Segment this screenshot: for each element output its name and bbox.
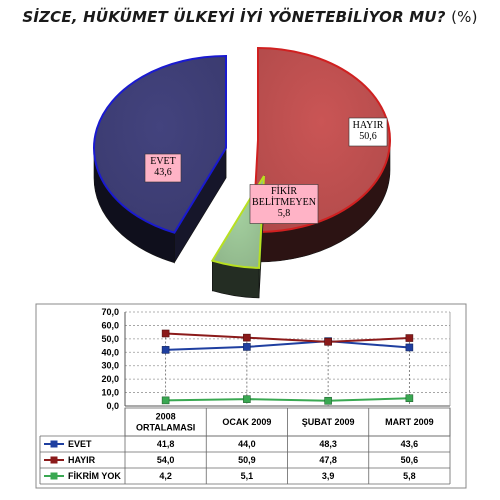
title-unit: (%): [451, 8, 478, 26]
y-tick-label-5: 50,0: [101, 334, 119, 344]
title-text: SİZCE, HÜKÜMET ÜLKEYİ İYİ YÖNETEBİLİYOR …: [22, 8, 446, 26]
table-cell-0-0: 41,8: [157, 439, 175, 449]
y-tick-label-1: 10,0: [101, 388, 119, 398]
pie-label-hayir-value: 50,6: [359, 131, 377, 142]
series-2-point-2: [324, 396, 332, 405]
pie-label-evet-value: 43,6: [154, 167, 172, 178]
table-cell-2-2: 3,9: [322, 471, 335, 481]
series-line-0: [165, 340, 410, 351]
table-cell-2-0: 4,2: [159, 471, 172, 481]
table-cell-1-3: 50,6: [401, 455, 419, 465]
table-cell-1-0: 54,0: [157, 455, 175, 465]
pie-label-fikir-name-1: FİKİR: [271, 185, 297, 197]
series-0-point-3: [405, 343, 414, 352]
chart-title: SİZCE, HÜKÜMET ÜLKEYİ İYİ YÖNETEBİLİYOR …: [0, 8, 500, 26]
category-label-1-0: OCAK 2009: [222, 417, 271, 427]
y-tick-label-7: 70,0: [101, 307, 119, 317]
pie-label-fikir-value: 5,8: [278, 208, 291, 219]
legend-marker-1: [50, 456, 58, 464]
series-1-point-3: [405, 334, 414, 342]
pie-top-evet: [93, 54, 227, 234]
table-cell-1-1: 50,9: [238, 455, 256, 465]
y-tick-label-6: 60,0: [101, 320, 119, 330]
series-line-2: [165, 397, 410, 402]
pie-label-evet-box: [144, 153, 182, 183]
pie-label-fikir-name-2: BELİTMEYEN: [252, 196, 316, 208]
table-cell-2-3: 5,8: [403, 471, 416, 481]
legend-label-1: HAYIR: [68, 455, 96, 465]
series-0-point-1: [243, 343, 251, 351]
legend-label-0: EVET: [68, 439, 92, 449]
category-label-0-0: 2008: [156, 412, 176, 422]
legend-label-2: FİKRİM YOK: [68, 471, 121, 481]
pie-label-fikir-box: [249, 184, 319, 224]
category-label-3-0: MART 2009: [385, 417, 434, 427]
legend-marker-0: [50, 440, 58, 448]
table-cell-0-1: 44,0: [238, 439, 256, 449]
series-1-point-1: [243, 333, 251, 342]
pie-slice-hayir: [251, 46, 391, 263]
series-2-point-3: [405, 394, 414, 403]
y-tick-label-0: 0,0: [106, 401, 119, 411]
table-cell-1-2: 47,8: [319, 455, 337, 465]
category-label-0-1: ORTALAMASI: [136, 423, 195, 433]
legend-marker-2: [50, 472, 58, 480]
table-cell-2-1: 5,1: [241, 471, 254, 481]
line-chart: 0,0 10,0 20,0 30,0 40,0 50,0 60,0 70,0 2008ORTAL…: [35, 303, 467, 489]
table-cell-0-3: 43,6: [401, 439, 419, 449]
pie-label-hayir-name: HAYIR: [353, 120, 384, 131]
series-1-point-2: [324, 338, 332, 346]
series-1-point-0: [161, 329, 170, 338]
series-2-point-0: [161, 396, 170, 405]
series-2-point-1: [243, 395, 251, 403]
category-label-2-0: ŞUBAT 2009: [302, 417, 355, 427]
pie-slice-evet: [93, 54, 227, 264]
series-0-point-0: [161, 346, 170, 354]
pie-label-evet-name: EVET: [150, 156, 176, 167]
y-tick-label-2: 20,0: [101, 374, 119, 384]
y-tick-label-4: 40,0: [101, 347, 119, 357]
y-tick-label-3: 30,0: [101, 361, 119, 371]
chart-frame: [35, 303, 467, 489]
series-line-1: [165, 332, 410, 343]
table-cell-0-2: 48,3: [319, 439, 337, 449]
pie-label-hayir-box: [348, 117, 388, 147]
